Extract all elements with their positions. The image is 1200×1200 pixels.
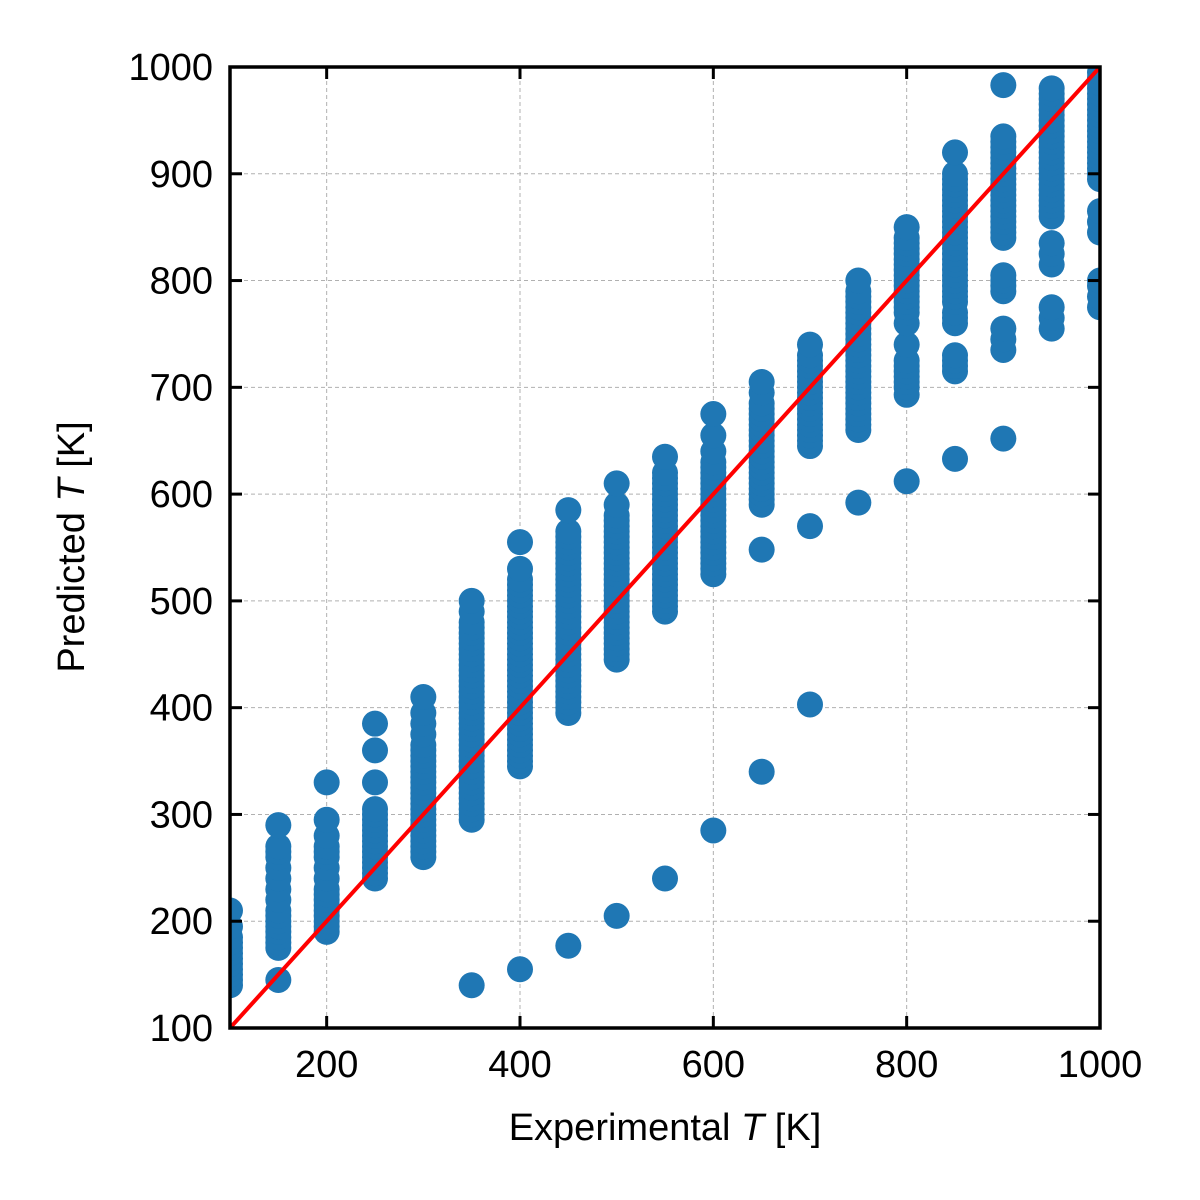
scatter-point	[845, 267, 872, 294]
plot-frame	[228, 65, 1102, 1030]
scatter-point	[507, 956, 533, 983]
reference-line	[230, 67, 1100, 1028]
scatter-point	[265, 966, 292, 993]
x-tick-label: 400	[488, 1044, 551, 1086]
scatter-point	[990, 72, 1017, 99]
y-tick-label: 700	[150, 367, 213, 409]
y-tick-label: 300	[150, 794, 213, 836]
scatter-point	[748, 758, 775, 785]
scatter-point	[893, 214, 920, 241]
y-tick-label: 900	[150, 154, 213, 196]
scatter-point	[362, 737, 388, 764]
scatter-point	[555, 497, 582, 524]
scatter-point	[458, 587, 485, 614]
scatter-point	[893, 331, 920, 358]
scatter-point	[603, 902, 630, 929]
scatter-point	[797, 691, 823, 718]
scatter-point	[990, 262, 1017, 289]
y-tick-label: 1000	[128, 47, 213, 89]
scatter-point	[1038, 294, 1065, 321]
scatter-point	[603, 491, 630, 518]
scatter-point	[845, 489, 872, 516]
scatter-point	[362, 710, 388, 737]
scatter-point	[362, 769, 388, 796]
scatter-point	[555, 932, 582, 959]
scatter-point	[700, 422, 727, 449]
y-tick-label: 200	[150, 901, 213, 943]
scatter-point	[555, 518, 582, 545]
scatter-point	[603, 470, 630, 497]
scatter-point	[893, 468, 920, 495]
y-tick-label: 500	[150, 581, 213, 623]
scatter-point	[265, 833, 292, 860]
scatter-point	[458, 972, 485, 999]
y-tick-labels: 100 200 300 400 500 600 700 800 900 1000	[128, 47, 213, 1050]
scatter-point	[652, 443, 678, 470]
data-points	[230, 67, 1100, 999]
x-tick-label: 800	[875, 1044, 938, 1086]
scatter-point	[942, 342, 968, 369]
scatter-point	[748, 368, 775, 395]
scatter-point	[1087, 198, 1100, 225]
scatter-point	[507, 529, 533, 556]
scatter-point	[797, 513, 823, 540]
scatter-point	[313, 806, 340, 833]
y-tick-label: 400	[150, 688, 213, 730]
scatter-point	[990, 315, 1017, 342]
scatter-point	[230, 897, 243, 924]
y-axis-label: Predicted T [K]	[51, 421, 93, 672]
scatter-point	[313, 769, 340, 796]
scatter-point	[748, 536, 775, 563]
scatter-point	[700, 401, 727, 428]
scatter-point	[652, 865, 678, 892]
y-tick-label: 800	[150, 261, 213, 303]
x-axis-label: Experimental T [K]	[509, 1107, 822, 1149]
axis-ticks	[230, 65, 1102, 1030]
scatter-point	[265, 812, 292, 839]
scatter-point	[1038, 230, 1065, 257]
scatter-point	[1038, 75, 1065, 102]
scatter-point	[942, 160, 968, 187]
scatter-point	[942, 445, 968, 472]
x-tick-labels: 200 400 600 800 1000	[295, 1044, 1142, 1086]
x-tick-label: 1000	[1058, 1044, 1143, 1086]
scatter-point	[990, 425, 1017, 452]
scatter-point	[990, 123, 1017, 150]
scatter-point	[700, 817, 727, 844]
scatter-point	[507, 555, 533, 582]
scatter-point	[942, 139, 968, 166]
x-tick-label: 600	[682, 1044, 745, 1086]
y-tick-label: 600	[150, 474, 213, 516]
scatter-point	[362, 796, 388, 823]
y-tick-label: 100	[150, 1008, 213, 1050]
scatter-point	[410, 683, 437, 710]
x-tick-label: 200	[295, 1044, 358, 1086]
scatter-point	[797, 331, 823, 358]
